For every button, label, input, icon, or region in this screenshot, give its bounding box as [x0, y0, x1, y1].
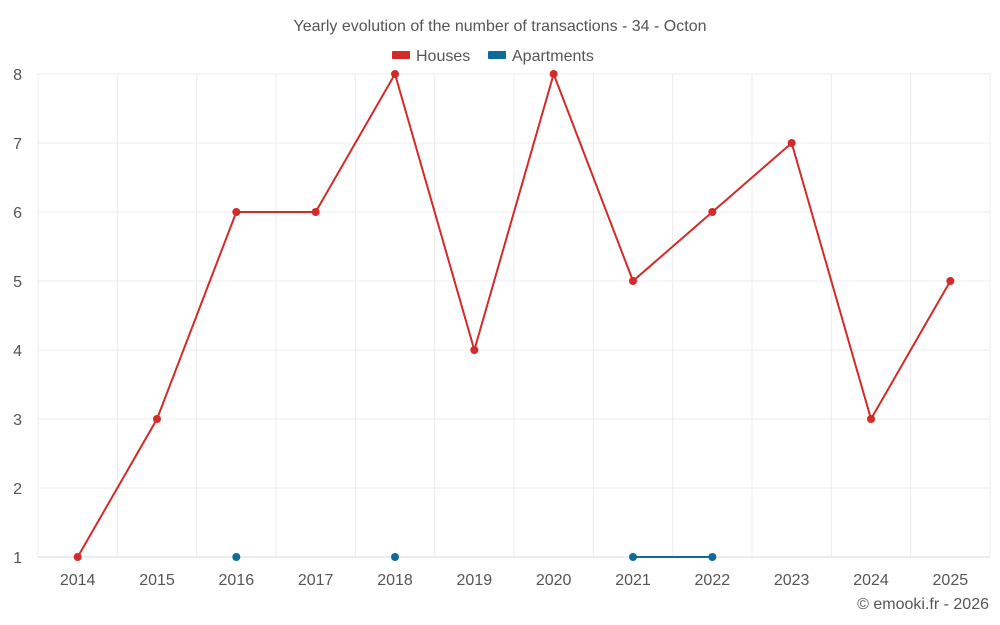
y-tick-label: 5: [13, 274, 22, 291]
data-point-houses[interactable]: [391, 70, 399, 78]
legend-swatch-houses: [392, 51, 410, 59]
chart-title: Yearly evolution of the number of transa…: [294, 18, 707, 35]
data-point-houses[interactable]: [708, 208, 717, 216]
data-point-houses[interactable]: [73, 553, 82, 561]
data-point-houses[interactable]: [867, 415, 875, 423]
legend-label-apartments: Apartments: [512, 48, 594, 65]
data-point-houses[interactable]: [629, 277, 637, 285]
y-tick-label: 1: [13, 550, 22, 567]
data-point-houses[interactable]: [311, 208, 320, 216]
x-tick-label: 2019: [457, 572, 493, 589]
legend: Houses Apartments: [392, 48, 594, 65]
y-tick-label: 3: [13, 412, 22, 429]
legend-swatch-apartments: [488, 51, 506, 59]
data-point-houses[interactable]: [549, 70, 558, 78]
x-tick-label: 2021: [615, 572, 651, 589]
series-line-houses: [76, 73, 952, 558]
x-tick-label: 2018: [377, 572, 413, 589]
credit-text: © emooki.fr - 2026: [857, 596, 989, 613]
x-tick-label: 2023: [774, 572, 810, 589]
data-point-apartments[interactable]: [232, 553, 241, 561]
legend-label-houses: Houses: [416, 48, 470, 65]
x-tick-label: 2016: [219, 572, 255, 589]
y-tick-label: 4: [13, 343, 22, 360]
x-tick-label: 2024: [853, 572, 889, 589]
y-axis-ticks: 1 2 3 4 5 6 7 8: [13, 67, 22, 567]
grid: [37, 73, 991, 558]
x-tick-label: 2017: [298, 572, 334, 589]
x-tick-label: 2022: [695, 572, 731, 589]
data-point-houses[interactable]: [946, 277, 955, 285]
series-houses: [73, 70, 955, 561]
x-tick-label: 2015: [139, 572, 175, 589]
legend-item-apartments[interactable]: Apartments: [488, 48, 594, 65]
x-tick-label: 2014: [60, 572, 96, 589]
y-tick-label: 7: [13, 136, 22, 153]
data-point-houses[interactable]: [470, 346, 479, 354]
data-point-houses[interactable]: [153, 415, 161, 423]
data-point-apartments[interactable]: [629, 553, 637, 561]
x-tick-label: 2020: [536, 572, 572, 589]
y-tick-label: 8: [13, 67, 22, 84]
x-tick-label: 2025: [933, 572, 969, 589]
data-point-apartments[interactable]: [708, 553, 717, 561]
series-apartments: [232, 553, 717, 561]
data-point-houses[interactable]: [232, 208, 241, 216]
legend-item-houses[interactable]: Houses: [392, 48, 470, 65]
data-point-apartments[interactable]: [391, 553, 399, 561]
series: [73, 70, 955, 561]
x-axis-ticks: 2014 2015 2016 2017 2018 2019 2020 2021 2022 2023…: [60, 572, 968, 589]
y-tick-label: 2: [13, 481, 22, 498]
data-point-houses[interactable]: [787, 139, 796, 147]
y-tick-label: 6: [13, 205, 22, 222]
